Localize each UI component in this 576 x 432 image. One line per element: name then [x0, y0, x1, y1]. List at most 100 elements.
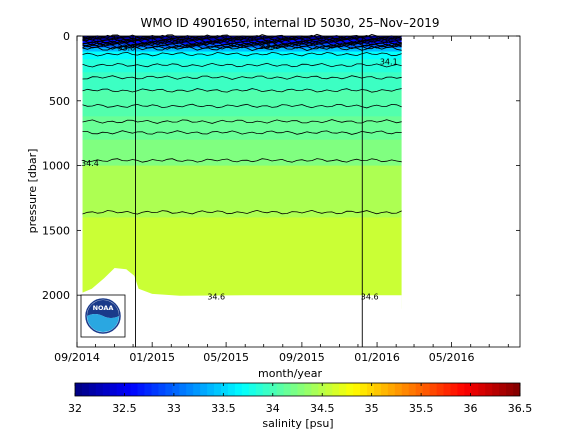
x-axis: 09/2014 01/2015 05/2015 09/2015 01/2016 05/20… [54, 36, 509, 364]
colorbar-cell [499, 383, 507, 396]
plot-frame [76, 35, 521, 348]
colorbar-cell [269, 383, 278, 396]
chart-title: WMO ID 4901650, internal ID 5030, 25–Nov… [141, 16, 440, 30]
colorbar-cell [214, 383, 222, 396]
colorbar-cell [443, 383, 451, 396]
colorbar-cell [373, 383, 382, 396]
x-tick-label: 05/2016 [429, 351, 475, 364]
colorbar-tick-label: 32.5 [112, 402, 137, 415]
colorbar-cell [172, 383, 180, 396]
colorbar-cell [297, 383, 305, 396]
colorbar-cell [95, 383, 104, 396]
colorbar-cell [353, 383, 361, 396]
colorbar-cell [123, 383, 132, 396]
colorbar-cell [332, 383, 340, 396]
salinity-layer [82, 47, 402, 53]
colorbar-frame [74, 382, 521, 397]
colorbar-cell [408, 383, 417, 396]
no-data-mask [401, 36, 520, 347]
colorbar-cell [457, 383, 465, 396]
colorbar-cell [116, 383, 125, 396]
colorbar-tick-label: 35 [365, 402, 379, 415]
colorbar-cell [450, 383, 458, 396]
colorbar-cell [151, 383, 159, 396]
y-tick-label: 1000 [42, 160, 70, 173]
colorbar-cell [311, 383, 319, 396]
contour-label: 33.8 [117, 44, 135, 53]
x-tick-label: 01/2016 [354, 351, 400, 364]
salinity-layer [82, 51, 402, 60]
x-tick-label: 09/2014 [54, 351, 100, 364]
colorbar-cell [75, 383, 83, 396]
colorbar-cell [221, 383, 229, 396]
colorbar-cell [346, 383, 354, 396]
colorbar-cell [88, 383, 97, 396]
logo-upper-half [87, 300, 119, 318]
colorbar-cell [513, 383, 521, 396]
colorbar-cell [415, 383, 424, 396]
plot-area: 33.8 33.6 34.1 34.4 34.6 34.6 NOAA [76, 33, 521, 348]
colorbar-cell [325, 383, 333, 396]
colorbar-cell [318, 383, 326, 396]
colorbar-cell [179, 383, 187, 396]
x-tick-label: 01/2015 [129, 351, 175, 364]
colorbar-tick-label: 32 [68, 402, 82, 415]
colorbar-ticks: 32 32.5 33 33.5 34 34.5 35 35.5 36 36.5 [68, 383, 532, 415]
salinity-layer [82, 139, 402, 167]
contour-label: 34.4 [81, 159, 99, 168]
y-tick-label: 500 [49, 95, 70, 108]
colorbar-cell [241, 383, 250, 396]
colorbar-cell [436, 383, 444, 396]
colorbar-cell [464, 383, 472, 396]
colorbar-tick-label: 36.5 [508, 402, 533, 415]
colorbar-cell [471, 383, 479, 396]
colorbar-cell [234, 383, 243, 396]
colorbar-cell [158, 383, 166, 396]
colorbar-cell [144, 383, 152, 396]
contour-labels: 33.8 33.6 34.1 34.4 34.6 34.6 [81, 42, 398, 302]
colorbar-cell [367, 383, 375, 396]
colorbar-cell [394, 383, 403, 396]
x-tick-label: 05/2015 [203, 351, 249, 364]
contour-label: 33.6 [260, 42, 278, 51]
contour-label: 34.6 [361, 292, 379, 301]
colorbar-cell [227, 383, 236, 396]
contour-label: 34.6 [207, 292, 225, 301]
colorbar-cell [130, 383, 138, 396]
colorbar-cell [429, 383, 437, 396]
colorbar-tick-label: 33.5 [211, 402, 236, 415]
y-axis-label: pressure [dbar] [26, 149, 39, 234]
y-tick-label: 2000 [42, 289, 70, 302]
colorbar-cell [283, 383, 291, 396]
contour-label: 34.1 [380, 57, 398, 66]
noaa-logo: NOAA [80, 294, 126, 338]
bottom-mask [82, 268, 402, 322]
colorbar-cell [506, 383, 514, 396]
colorbar-cell [290, 383, 298, 396]
colorbar-cell [304, 383, 312, 396]
colorbar-cell [478, 383, 486, 396]
colorbar-cell [387, 383, 396, 396]
colorbar-tick-label: 33 [167, 402, 181, 415]
colorbar-cell [193, 383, 201, 396]
colorbar-cells [75, 383, 521, 396]
colorbar-tick-label: 34.5 [310, 402, 335, 415]
colorbar-tick-label: 35.5 [409, 402, 434, 415]
salinity-layer [82, 165, 402, 218]
colorbar-tick-label: 36 [464, 402, 478, 415]
colorbar-cell [276, 383, 284, 396]
colorbar-cell [255, 383, 264, 396]
colorbar-cell [207, 383, 215, 396]
colorbar-tick-label: 34 [266, 402, 280, 415]
x-axis-label: month/year [258, 367, 322, 380]
y-tick-label: 0 [63, 30, 70, 43]
colorbar-cell [102, 383, 111, 396]
y-axis: 0 500 1000 1500 2000 [42, 30, 520, 302]
colorbar-cell [492, 383, 500, 396]
profile-marker-lines [135, 36, 363, 347]
colorbar: 32 32.5 33 33.5 34 34.5 35 35.5 36 36.5 [68, 382, 532, 415]
colorbar-cell [165, 383, 173, 396]
colorbar-cell [81, 383, 90, 396]
colorbar-cell [186, 383, 194, 396]
